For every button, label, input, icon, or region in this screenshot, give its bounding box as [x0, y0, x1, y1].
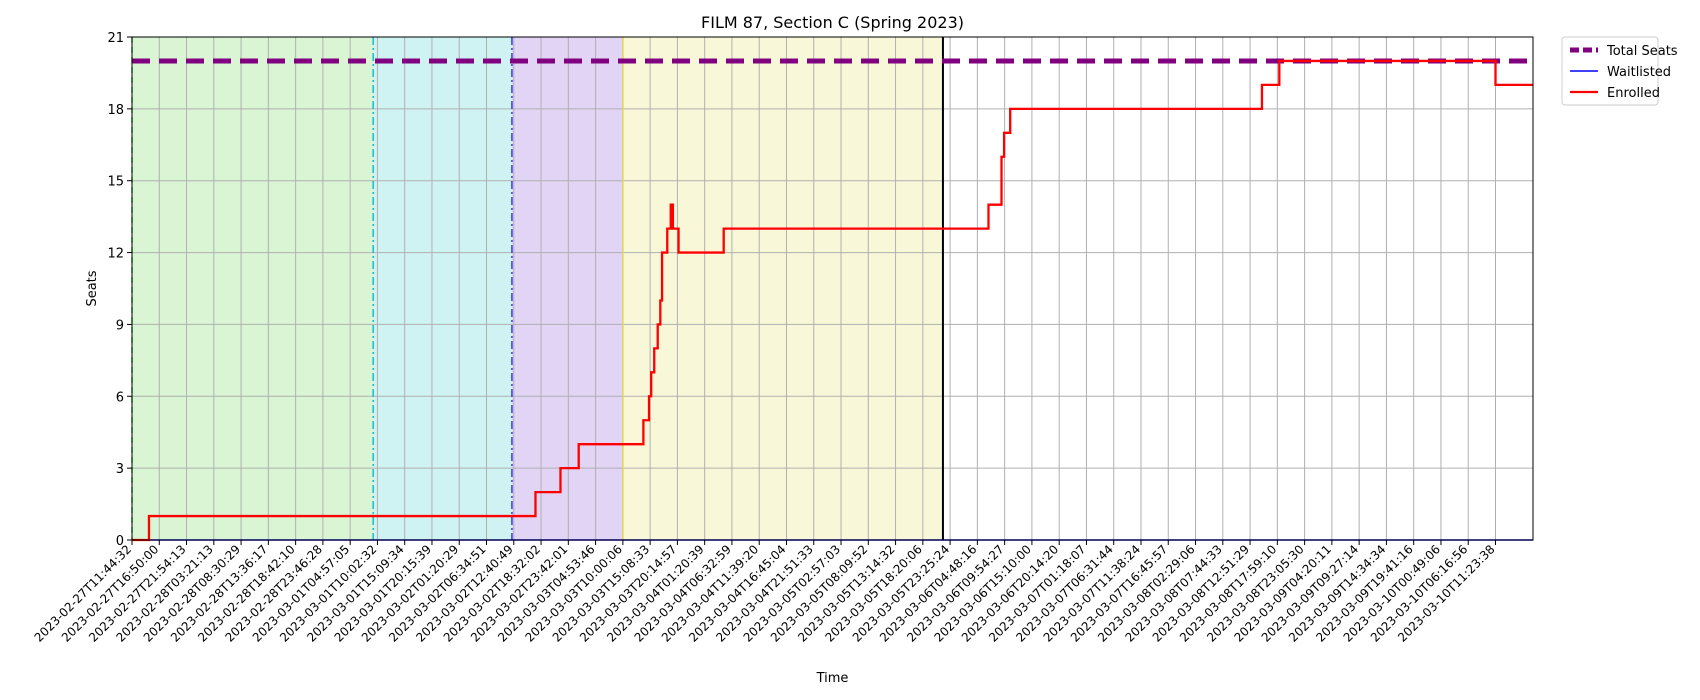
legend-label: Total Seats — [1606, 44, 1678, 59]
y-axis-label: Seats — [85, 270, 100, 306]
y-axis-ticks: 0 3 6 9 12 15 18 21 — [107, 31, 132, 549]
y-tick-label: 21 — [107, 31, 124, 46]
phase-bands — [132, 37, 943, 540]
y-tick-label: 3 — [116, 462, 124, 477]
legend-label: Waitlisted — [1607, 65, 1671, 80]
phase-band — [132, 37, 374, 540]
y-tick-label: 18 — [107, 103, 124, 118]
phase-band — [622, 37, 943, 540]
y-tick-label: 6 — [116, 390, 124, 405]
phase-band — [511, 37, 623, 540]
plot-frame — [131, 36, 1534, 541]
y-tick-label: 0 — [116, 534, 124, 549]
chart-title: FILM 87, Section C (Spring 2023) — [701, 13, 964, 32]
legend-box — [1561, 36, 1659, 106]
y-tick-label: 9 — [116, 318, 124, 333]
series-line-enrolled — [132, 59, 1533, 542]
x-axis-ticks: 2023-02-27T11:44:322023-02-27T16:50:0020… — [32, 540, 1498, 645]
legend-label: Enrolled — [1607, 86, 1660, 101]
gridlines — [131, 36, 1533, 541]
phase-band — [373, 37, 512, 540]
y-tick-label: 15 — [107, 175, 124, 190]
x-axis-label: Time — [816, 671, 849, 686]
legend: Total Seats Waitlisted Enrolled — [1561, 36, 1678, 106]
y-tick-label: 12 — [107, 247, 124, 262]
